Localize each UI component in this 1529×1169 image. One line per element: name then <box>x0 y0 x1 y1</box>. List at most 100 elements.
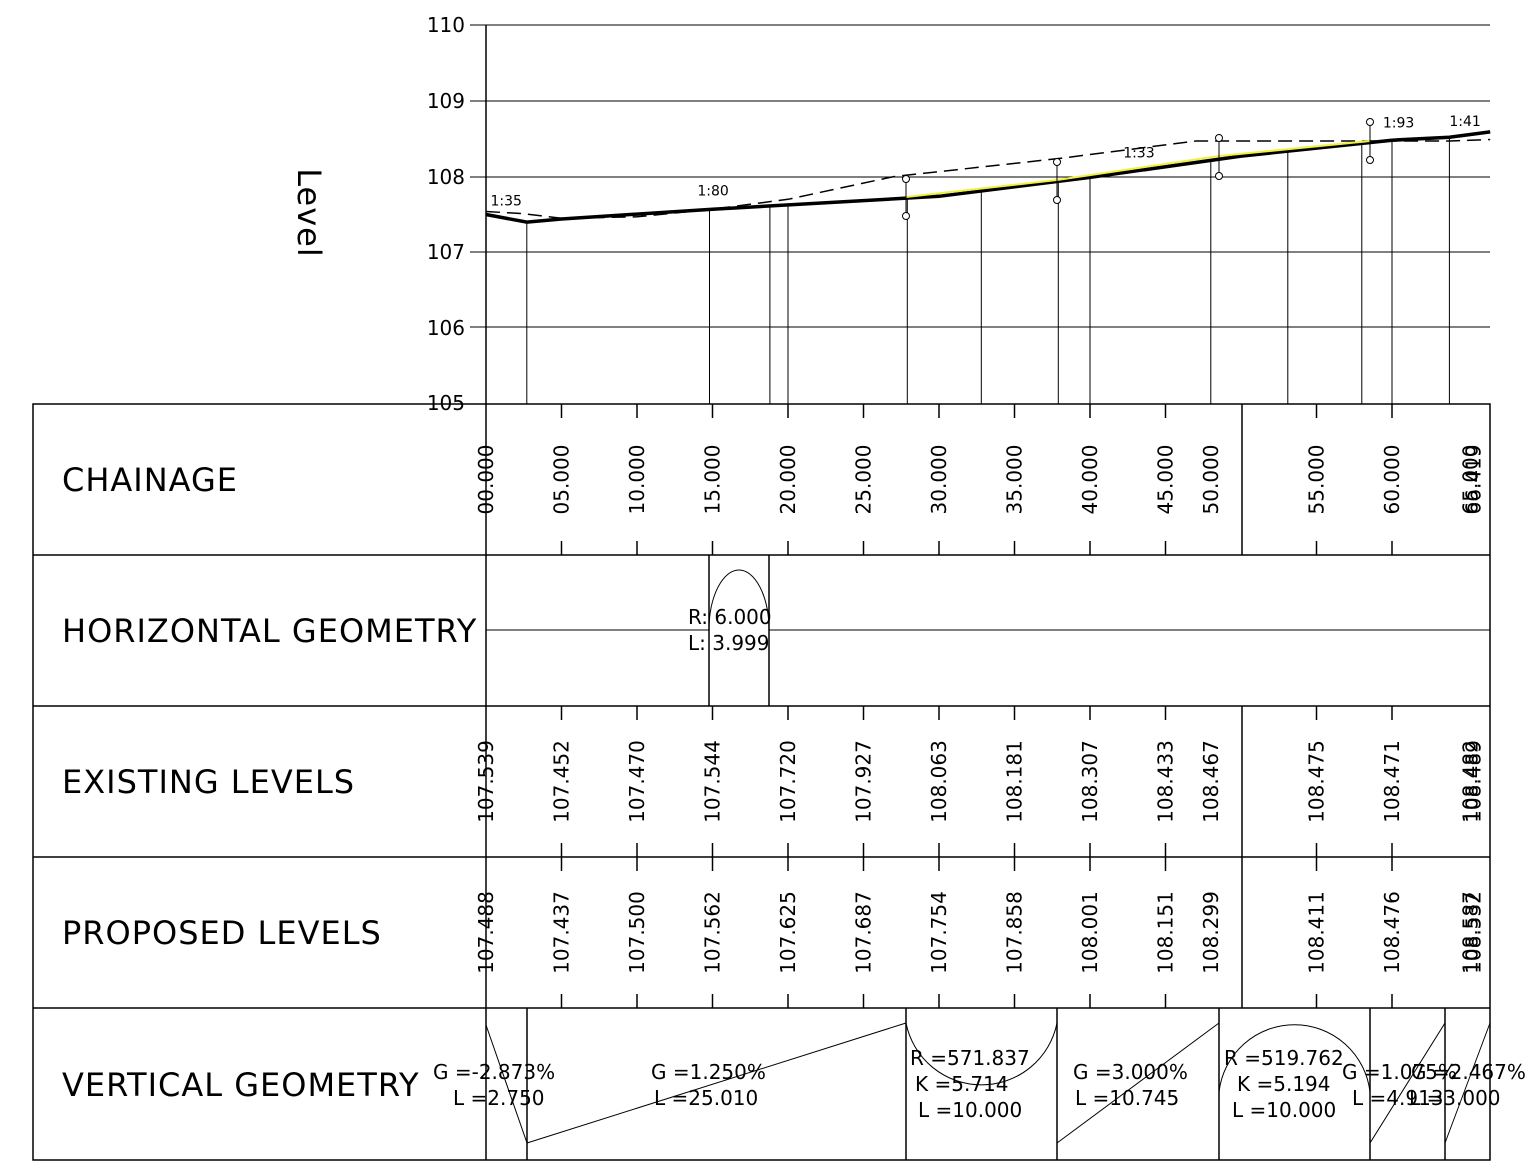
curve-markers <box>902 118 1374 220</box>
existing-level-value: 107.720 <box>776 740 800 823</box>
proposed-level-value: 107.488 <box>474 891 498 974</box>
proposed-profile-line <box>485 130 1491 224</box>
chainage-value: 40.000 <box>1078 445 1102 515</box>
grade-diagonal <box>1444 1022 1491 1144</box>
proposed-level-value: 107.437 <box>550 891 574 974</box>
station-value-columns: 00.000 107.539 107.488 05.000 107.452 107.437… <box>474 404 1486 1008</box>
proposed-level-value: 108.151 <box>1154 891 1178 974</box>
existing-level-value: 108.433 <box>1154 740 1178 823</box>
chainage-value: 15.000 <box>701 445 725 515</box>
y-axis-title: Level <box>290 168 328 257</box>
grade-labels: 1:35 1:80 1:33 1:93 1:41 <box>491 114 1481 210</box>
proposed-level-value: 108.532 <box>1462 891 1486 974</box>
curve-marker-circle <box>1215 172 1223 180</box>
grade-label: 1:80 <box>697 184 728 200</box>
existing-level-value: 108.467 <box>1199 740 1223 823</box>
grade-label: 1:35 <box>491 193 522 209</box>
curve-marker-circle <box>902 175 910 183</box>
vg-length-5: L =10.000 <box>1232 1098 1336 1122</box>
existing-level-value: 108.482 <box>1459 740 1483 823</box>
proposed-level-value: 107.754 <box>927 891 951 974</box>
existing-level-value: 107.539 <box>474 740 498 823</box>
vg-length-1: L =2.750 <box>453 1086 545 1110</box>
crest-curve-arc <box>1218 1024 1371 1093</box>
vertical-curve-highlight <box>905 140 1371 198</box>
grade-label: 1:93 <box>1383 115 1414 131</box>
proposed-level-value: 107.500 <box>625 891 649 974</box>
chainage-value: 20.000 <box>776 445 800 515</box>
level-graph: 110 109 108 107 106 105 Level 1:351:801:… <box>290 13 1491 415</box>
proposed-level-value: 108.587 <box>1459 891 1483 974</box>
chainage-value: 00.000 <box>474 445 498 515</box>
proposed-level-value: 108.001 <box>1078 891 1102 974</box>
proposed-level-value: 107.687 <box>852 891 876 974</box>
horizontal-curve-radius: R: 6.000 <box>688 605 772 629</box>
existing-level-value: 108.475 <box>1305 740 1329 823</box>
chainage-value: 35.000 <box>1003 445 1027 515</box>
chainage-value: 66.419 <box>1462 445 1486 515</box>
chainage-value: 45.000 <box>1154 445 1178 515</box>
table-border <box>32 403 1491 1161</box>
proposed-level-value: 108.476 <box>1380 891 1404 974</box>
chainage-value: 65.000 <box>1459 445 1483 515</box>
existing-level-value: 107.452 <box>550 740 574 823</box>
grade-diagonal <box>526 1022 907 1144</box>
vg-length-7: L =3.000 <box>1409 1086 1501 1110</box>
horizontal-curve-arc <box>708 569 770 631</box>
y-tick-label-106: 106 <box>427 316 465 340</box>
chainage-value: 50.000 <box>1199 445 1223 515</box>
existing-level-value: 108.489 <box>1462 740 1486 823</box>
existing-level-value: 108.181 <box>1003 740 1027 823</box>
grade-label: 1:33 <box>1123 146 1154 162</box>
vg-length-6: L =4.913 <box>1352 1086 1444 1110</box>
y-tick-label-105: 105 <box>427 391 465 415</box>
grade-diagonal <box>1056 1022 1220 1144</box>
chainage-value: 25.000 <box>852 445 876 515</box>
chainage-value: 05.000 <box>550 445 574 515</box>
existing-level-value: 107.544 <box>701 740 725 823</box>
sag-curve-arc <box>905 1022 1058 1086</box>
vg-grade-6: G =1.075% <box>1342 1060 1457 1084</box>
curve-marker-circle <box>1366 156 1374 164</box>
grade-diagonal <box>1369 1022 1446 1144</box>
vg-grade-4: G =3.000% <box>1073 1060 1188 1084</box>
existing-level-value: 108.063 <box>927 740 951 823</box>
curve-marker-circle <box>1215 134 1223 142</box>
vg-length-4: L =10.745 <box>1075 1086 1179 1110</box>
curve-marker-circle <box>1053 196 1061 204</box>
chainage-value: 30.000 <box>927 445 951 515</box>
vg-grade-2: G =1.250% <box>651 1060 766 1084</box>
vertical-geometry-cell <box>485 1008 1491 1160</box>
chainage-value: 60.000 <box>1380 445 1404 515</box>
proposed-level-value: 107.858 <box>1003 891 1027 974</box>
section-table <box>32 403 1491 1161</box>
y-tick-label-109: 109 <box>427 89 465 113</box>
proposed-level-value: 108.299 <box>1199 891 1223 974</box>
chainage-value: 10.000 <box>625 445 649 515</box>
proposed-level-value: 107.562 <box>701 891 725 974</box>
row-label-chainage: CHAINAGE <box>62 461 238 499</box>
curve-marker-circle <box>902 212 910 220</box>
vg-k-5: K =5.194 <box>1237 1072 1331 1096</box>
row-label-proposed-levels: PROPOSED LEVELS <box>62 914 382 952</box>
existing-profile-line <box>485 138 1491 220</box>
y-tick-label-108: 108 <box>427 165 465 189</box>
grade-diagonal <box>485 1024 528 1144</box>
vg-length-2: L =25.010 <box>654 1086 758 1110</box>
row-label-existing-levels: EXISTING LEVELS <box>62 763 355 801</box>
y-tick-label-107: 107 <box>427 240 465 264</box>
horizontal-curve-length: L: 3.999 <box>688 631 770 655</box>
vg-radius-3: R =571.837 <box>910 1046 1030 1070</box>
curve-marker-circle <box>1053 158 1061 166</box>
existing-level-value: 108.307 <box>1078 740 1102 823</box>
proposed-level-value: 107.625 <box>776 891 800 974</box>
curve-marker-circle <box>1366 118 1374 126</box>
vg-length-3: L =10.000 <box>918 1098 1022 1122</box>
horizontal-geometry-cell: R: 6.000 L: 3.999 <box>486 555 1490 706</box>
existing-level-value: 108.471 <box>1380 740 1404 823</box>
row-label-vertical-geometry: VERTICAL GEOMETRY <box>62 1066 420 1104</box>
vg-radius-5: R =519.762 <box>1224 1046 1344 1070</box>
proposed-level-value: 108.411 <box>1305 891 1329 974</box>
grade-label: 1:41 <box>1449 114 1480 130</box>
